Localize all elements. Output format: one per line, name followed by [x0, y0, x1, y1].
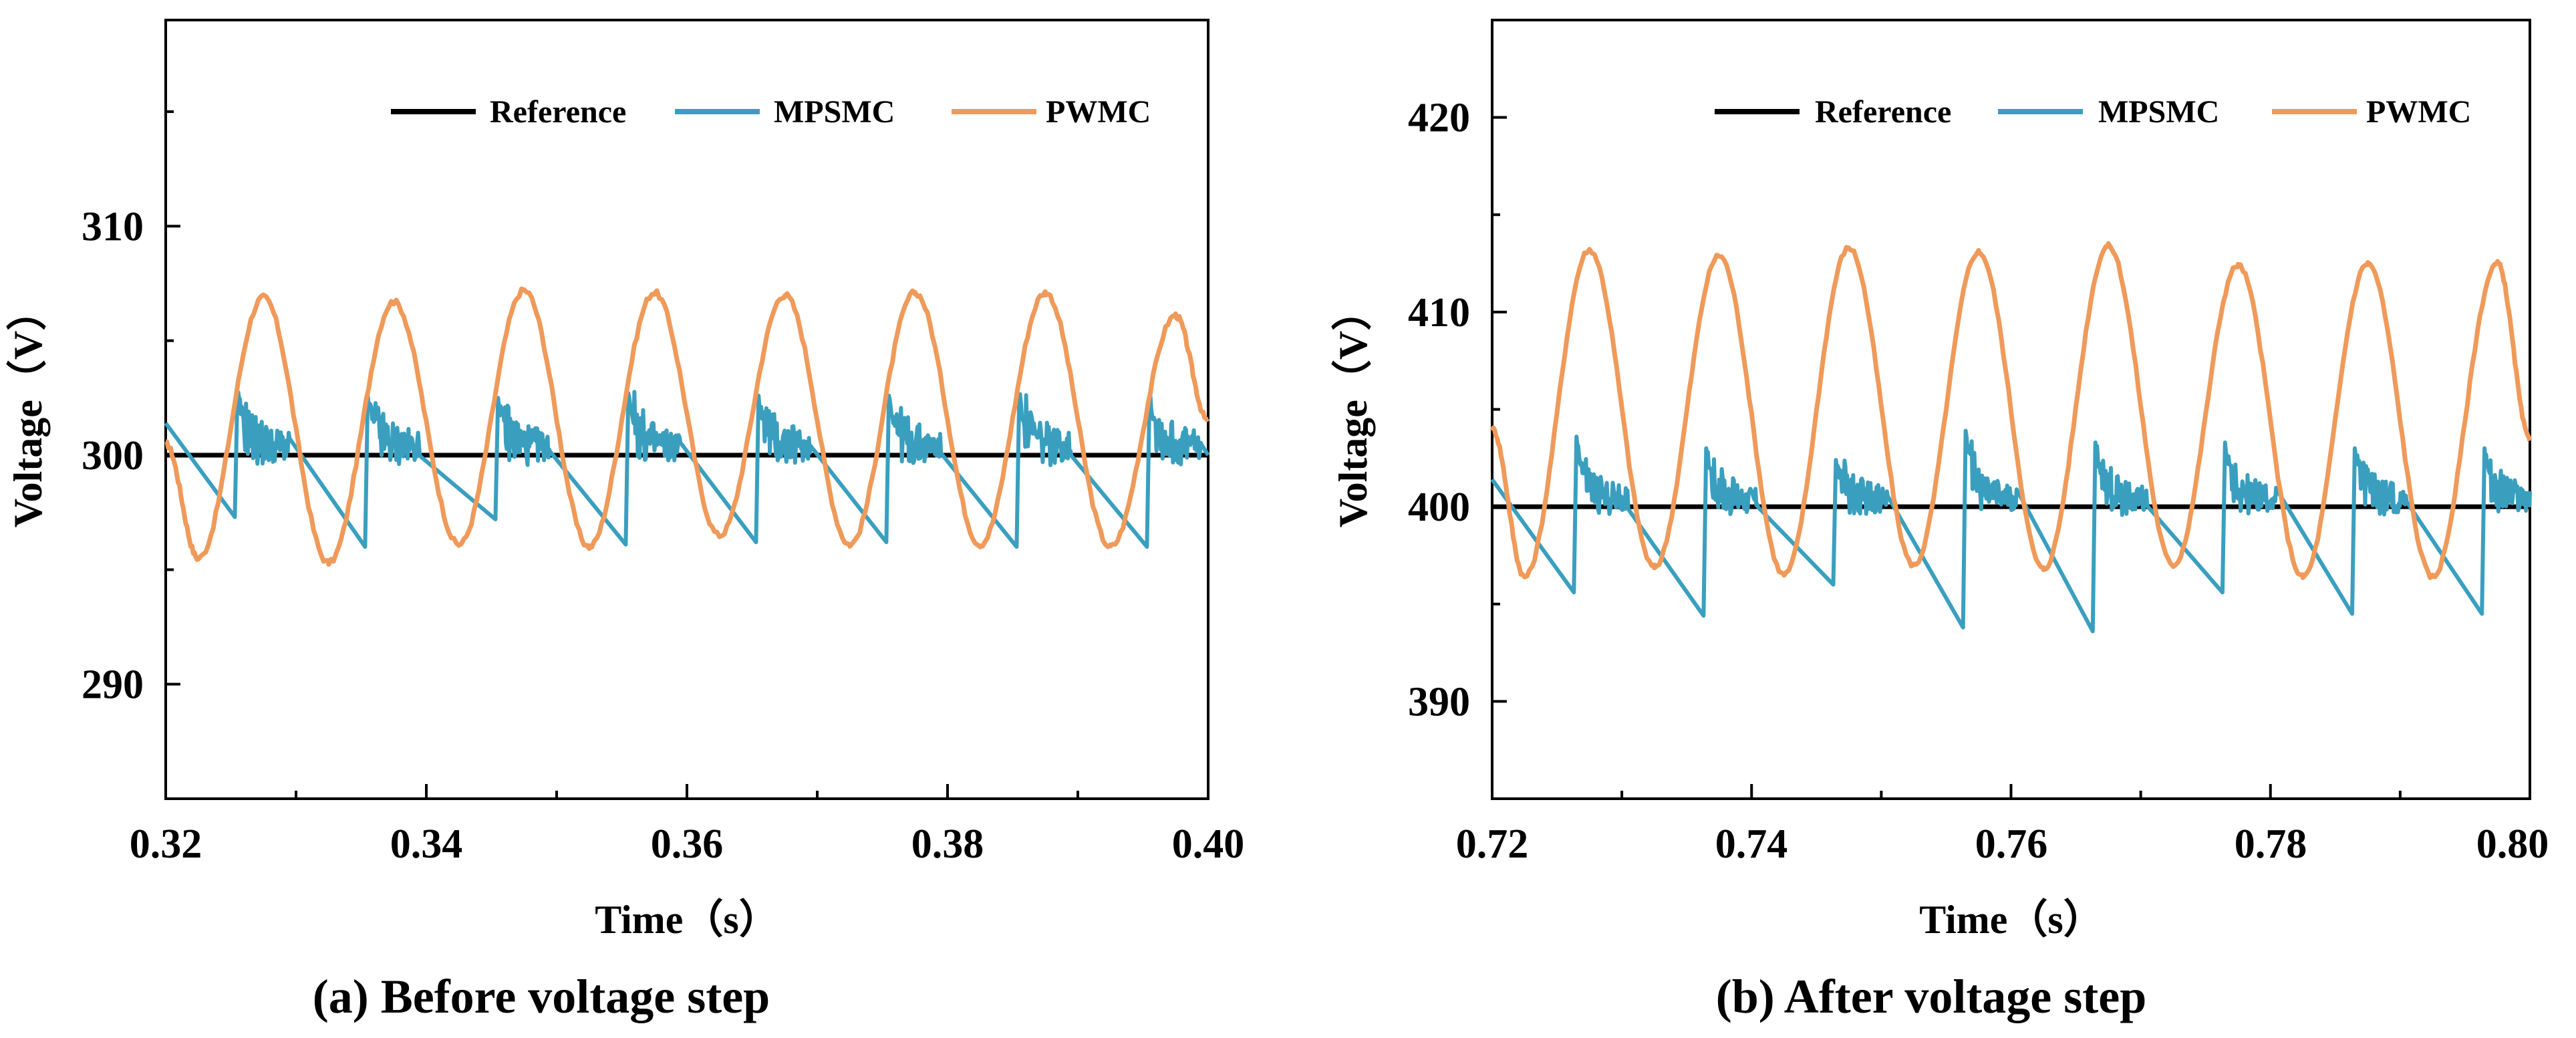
pwmc-line [1489, 241, 2533, 580]
mpsmc-series [164, 390, 1210, 549]
y-tick-label: 300 [82, 433, 144, 479]
panel-b: 0.72 0.74 0.76 0.78 0.80 390 400 410 420… [1330, 19, 2549, 1023]
legend-label-mpsmc: MPSMC [774, 94, 895, 130]
x-tick-label: 0.76 [1975, 821, 2048, 867]
legend: Reference MPSMC PWMC [391, 94, 1151, 130]
y-tick-label: 290 [82, 662, 144, 708]
x-tick-label: 0.40 [1172, 821, 1245, 867]
pwmc-series [164, 286, 1210, 567]
x-axis-title: Time（s） [1919, 897, 2104, 942]
y-axis-title: Voltage（V） [1330, 291, 1375, 527]
x-tick-label: 0.38 [911, 821, 984, 867]
legend-label-pwmc: PWMC [2366, 94, 2471, 130]
x-axis-title: Time（s） [595, 897, 779, 942]
mpsmc-line [1490, 428, 2532, 634]
mpsmc-line [164, 390, 1210, 549]
legend-label-pwmc: PWMC [1046, 94, 1151, 130]
y-tick-label: 410 [1408, 290, 1470, 336]
x-tick-label: 0.36 [651, 821, 724, 867]
panel-a: 0.32 0.34 0.36 0.38 0.40 290 300 310 Tim… [5, 19, 1245, 1023]
x-tick-label: 0.72 [1456, 821, 1529, 867]
legend-label-mpsmc: MPSMC [2098, 94, 2219, 130]
x-tick-label: 0.74 [1715, 821, 1788, 867]
y-tick-label: 420 [1408, 96, 1470, 141]
pwmc-series [1489, 241, 2533, 580]
x-tick-label: 0.32 [130, 821, 202, 867]
y-axis-title: Voltage（V） [5, 291, 50, 527]
legend-label-reference: Reference [1815, 94, 1951, 130]
y-tick-label: 390 [1408, 679, 1470, 725]
caption-a: (a) Before voltage step [313, 970, 770, 1023]
pwmc-line [164, 286, 1210, 567]
legend: Reference MPSMC PWMC [1715, 94, 2471, 130]
mpsmc-series [1490, 428, 2532, 634]
y-tick-label: 310 [82, 204, 144, 249]
y-tick-label: 400 [1408, 485, 1470, 530]
legend-label-reference: Reference [490, 94, 626, 130]
caption-b: (b) After voltage step [1716, 970, 2147, 1023]
x-tick-label: 0.78 [2235, 821, 2307, 867]
x-tick-label: 0.34 [390, 821, 463, 867]
x-tick-label: 0.80 [2476, 821, 2549, 867]
